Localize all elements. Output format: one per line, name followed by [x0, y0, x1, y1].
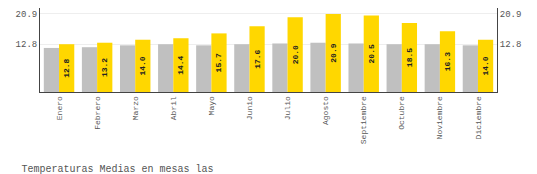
svg-text:Junio: Junio: [245, 96, 254, 120]
svg-text:12.8: 12.8: [500, 40, 522, 50]
svg-text:Mayo: Mayo: [207, 96, 216, 115]
svg-text:14.0: 14.0: [138, 56, 147, 75]
svg-text:20.0: 20.0: [291, 45, 300, 64]
svg-text:18.5: 18.5: [405, 48, 414, 67]
svg-text:15.7: 15.7: [214, 53, 223, 72]
svg-text:17.6: 17.6: [253, 49, 262, 68]
svg-text:16.3: 16.3: [443, 52, 452, 71]
svg-text:14.4: 14.4: [176, 55, 185, 74]
svg-text:13.2: 13.2: [100, 58, 109, 77]
svg-text:Abril: Abril: [169, 96, 178, 120]
svg-text:14.0: 14.0: [481, 56, 490, 75]
svg-text:Enero: Enero: [55, 96, 64, 120]
svg-text:Marzo: Marzo: [131, 96, 140, 120]
svg-text:12.8: 12.8: [16, 40, 38, 50]
svg-text:12.8: 12.8: [62, 58, 71, 77]
svg-text:Agosto: Agosto: [321, 96, 330, 125]
svg-text:Septiembre: Septiembre: [359, 96, 368, 144]
svg-text:20.9: 20.9: [500, 10, 522, 20]
svg-text:Octubre: Octubre: [397, 96, 406, 130]
svg-text:20.9: 20.9: [329, 43, 338, 62]
svg-text:20.9: 20.9: [16, 10, 38, 20]
svg-text:Diciembre: Diciembre: [474, 96, 483, 139]
svg-text:Noviembre: Noviembre: [435, 96, 444, 139]
svg-text:Temperaturas Medias en mesas l: Temperaturas Medias en mesas las: [21, 164, 213, 174]
svg-text:20.5: 20.5: [367, 44, 376, 63]
svg-text:Febrero: Febrero: [93, 96, 102, 130]
svg-text:Julio: Julio: [283, 96, 292, 120]
